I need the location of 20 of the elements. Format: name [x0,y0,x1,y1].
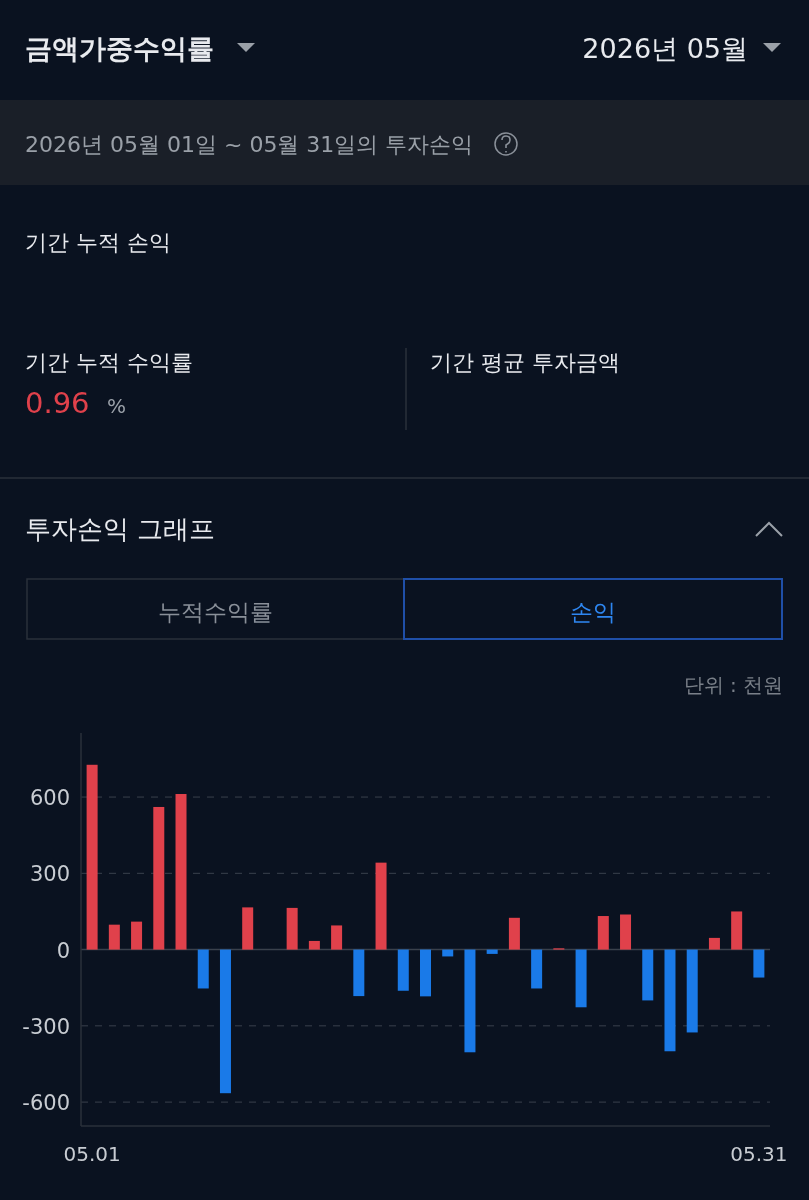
text: 손익 [570,599,616,625]
x-tick-label: 05.31 [730,1142,788,1166]
y-tick-label: 300 [29,862,70,887]
text: 기간 평균 투자금액 [430,350,620,375]
y-tick-label: -600 [22,1091,70,1116]
y-tick-label: 0 [56,938,70,963]
text: 기간 누적 손익 [25,230,171,255]
text: 누적수익률 [157,599,273,625]
text: 금액가중수익률 [25,33,214,64]
x-tick-label: 05.01 [63,1142,121,1166]
y-axis-title: 단위 : 천원 [683,673,783,697]
text: 0.96 [25,386,90,420]
y-tick-label: -300 [22,1014,70,1039]
text: 2026년 05월 01일 ~ 05월 31일의 투자손익 [25,132,474,157]
text: 2026년 05월 [582,33,748,64]
text: % [107,394,127,418]
chart-title: 투자손익 그래프 [25,514,216,544]
text: 기간 누적 수익률 [25,350,193,375]
plot: -600 -300 0 300 600 05.01 05.31 [22,732,788,1166]
y-tick-label: 600 [29,786,70,811]
